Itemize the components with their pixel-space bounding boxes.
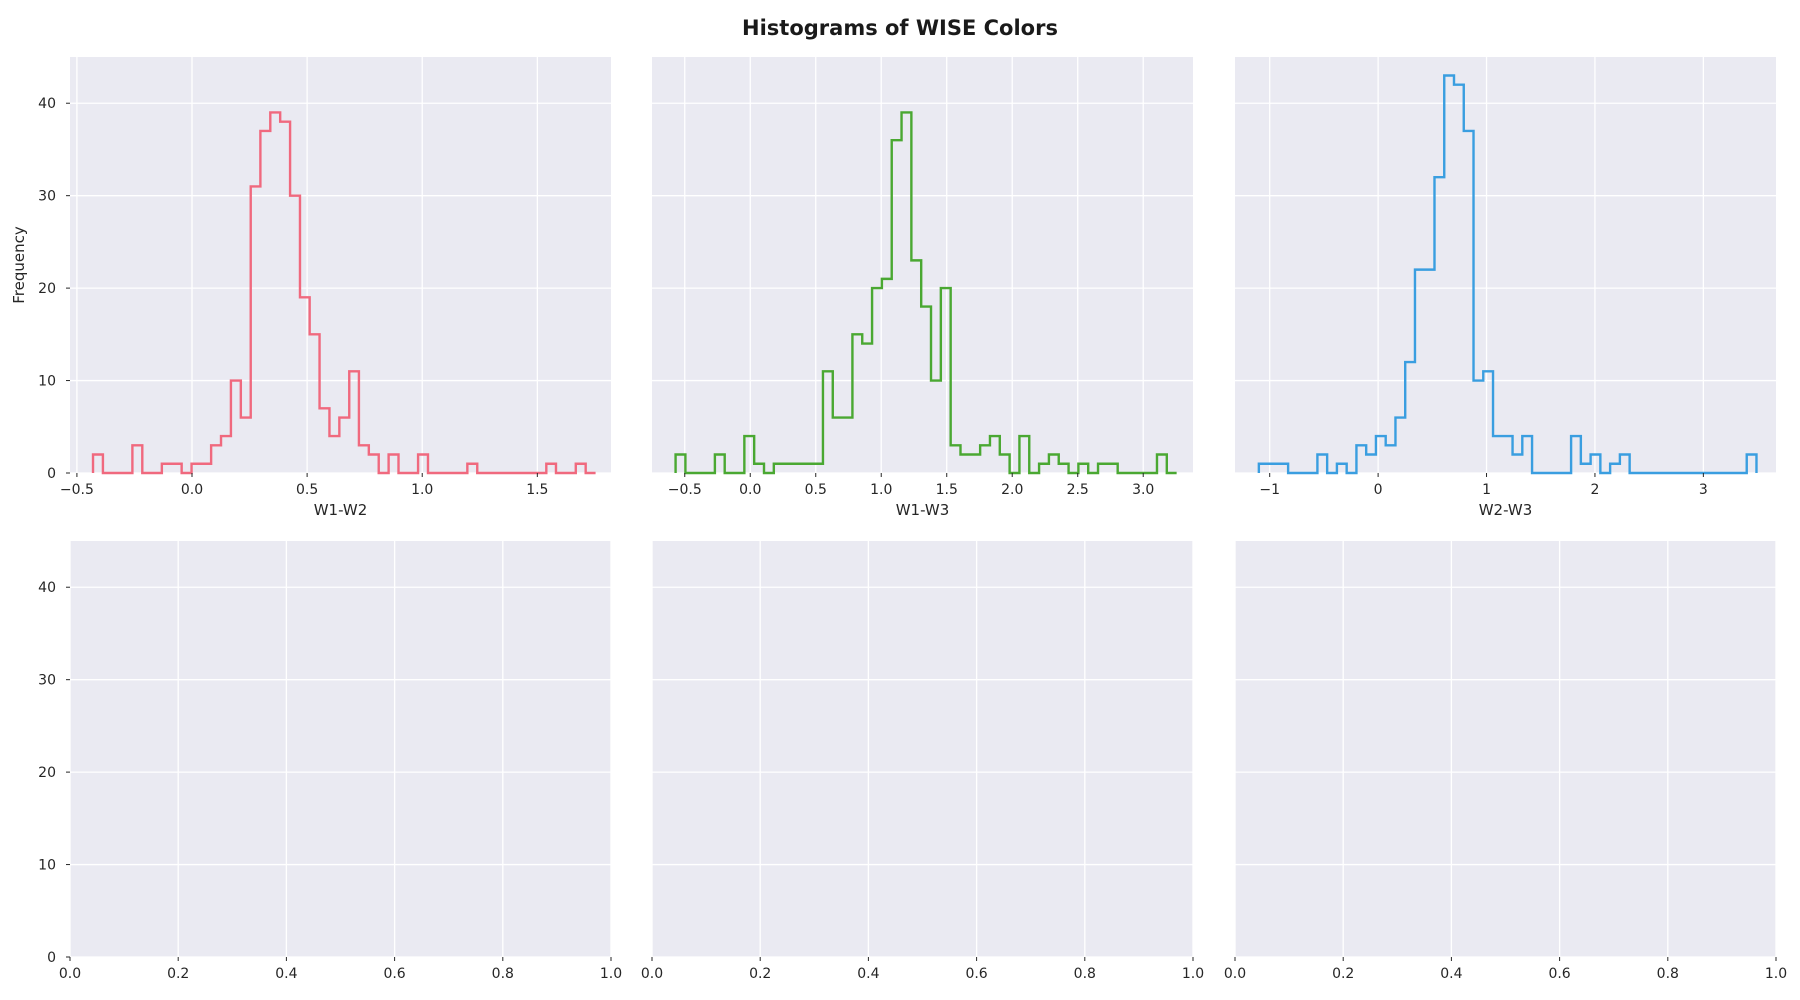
x-tick-label: 0.0 (181, 482, 203, 498)
x-tick-label: 0.8 (1657, 966, 1679, 982)
x-tick-label: 1.0 (1182, 966, 1204, 982)
panel-row-2-col-3: 0.0 0.2 0.4 0.6 0.8 1.0 (1224, 541, 1787, 982)
y-tick-label: 10 (38, 858, 56, 874)
x-tick-label: −0.5 (668, 482, 702, 498)
x-tick-label: 2.0 (1001, 482, 1023, 498)
x-tick-label: 0.2 (167, 966, 189, 982)
y-tick-label: 0 (47, 950, 56, 966)
y-tick-label: 30 (38, 189, 56, 205)
y-tick-label: 40 (38, 580, 56, 596)
plot-background (652, 541, 1193, 957)
panel-row-1-col-1: 0 10 20 30 40 −0.5 0.0 0.5 1.0 1.5 W1-W2 Frequency (10, 57, 611, 519)
y-tick-label: 0 (47, 466, 56, 482)
x-tick-label: 0.5 (805, 482, 827, 498)
panel-row-2-col-1: 0 10 20 30 40 0.0 0.2 0.4 0.6 0.8 1.0 (38, 541, 622, 982)
plot-background (70, 541, 611, 957)
plot-background (652, 57, 1193, 473)
x-tick-label: 0.0 (739, 482, 761, 498)
x-tick-label: 3.0 (1132, 482, 1154, 498)
panel-row-1-col-2: −0.5 0.0 0.5 1.0 1.5 2.0 2.5 3.0 W1-W3 (652, 57, 1193, 519)
plot-background (1235, 57, 1776, 473)
panel-row-1-col-3: −1 0 1 2 3 W2-W3 (1235, 57, 1776, 519)
x-tick-label: 2.5 (1067, 482, 1089, 498)
x-tick-label: 1.0 (870, 482, 892, 498)
x-tick-label: 1.0 (1765, 966, 1787, 982)
x-tick-label: 0.8 (1074, 966, 1096, 982)
x-tick-label: 0.0 (641, 966, 663, 982)
x-axis-label: W1-W2 (314, 501, 368, 519)
plot-background (1235, 541, 1776, 957)
x-tick-label: 0.4 (275, 966, 297, 982)
x-tick-label: 0.5 (296, 482, 318, 498)
x-tick-label: 1 (1482, 482, 1491, 498)
y-axis-label: Frequency (10, 226, 28, 304)
x-tick-label: 1.5 (936, 482, 958, 498)
x-axis-label: W1-W3 (896, 501, 950, 519)
x-tick-label: 0.0 (59, 966, 81, 982)
x-tick-label: 0 (1374, 482, 1383, 498)
panel-row-2-col-2: 0.0 0.2 0.4 0.6 0.8 1.0 (641, 541, 1204, 982)
x-axis-label: W2-W3 (1479, 501, 1533, 519)
x-tick-label: 0.6 (1548, 966, 1570, 982)
x-tick-label: 1.0 (411, 482, 433, 498)
x-tick-label: 0.6 (965, 966, 987, 982)
x-tick-label: 0.0 (1224, 966, 1246, 982)
y-tick-label: 30 (38, 673, 56, 689)
x-tick-label: 1.5 (526, 482, 548, 498)
figure-title: Histograms of WISE Colors (742, 16, 1058, 40)
y-tick-label: 20 (38, 281, 56, 297)
x-tick-label: 0.6 (383, 966, 405, 982)
plot-background (70, 57, 611, 473)
x-tick-label: −0.5 (60, 482, 94, 498)
y-tick-label: 40 (38, 96, 56, 112)
x-tick-label: 0.4 (857, 966, 879, 982)
histogram-step-W2-W3 (1257, 74, 1758, 475)
x-tick-label: 3 (1699, 482, 1708, 498)
x-tick-label: 0.8 (492, 966, 514, 982)
histogram-step-W1-W3 (674, 111, 1177, 475)
x-tick-label: 0.2 (1332, 966, 1354, 982)
x-tick-label: 1.0 (600, 966, 622, 982)
x-tick-label: 2 (1590, 482, 1599, 498)
x-tick-label: 0.4 (1440, 966, 1462, 982)
y-tick-label: 10 (38, 374, 56, 390)
x-tick-label: −1 (1259, 482, 1280, 498)
x-tick-label: 0.2 (749, 966, 771, 982)
histogram-step-W1-W2 (91, 111, 596, 475)
y-tick-label: 20 (38, 765, 56, 781)
